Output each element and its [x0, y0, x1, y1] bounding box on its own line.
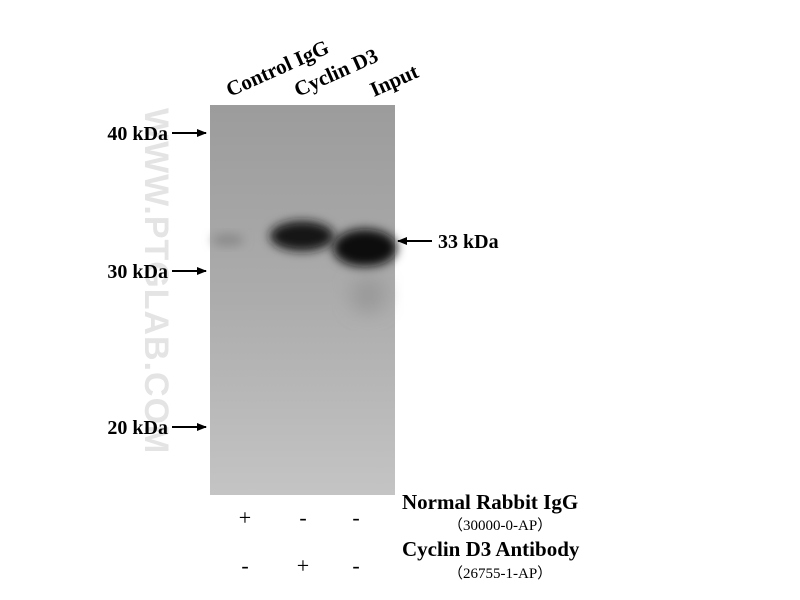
condition-name: Cyclin D3 Antibody [402, 537, 580, 561]
band-label: 33 kDa [438, 231, 499, 253]
marker-label: 20 kDa [107, 417, 168, 439]
sign: - [352, 553, 359, 578]
sign: - [352, 505, 359, 530]
faint-band [212, 234, 244, 246]
band [333, 229, 397, 267]
marker-label: 30 kDa [107, 261, 168, 283]
sign: + [297, 553, 309, 578]
sign: - [299, 505, 306, 530]
catalog-number: （30000-0-AP） [448, 517, 552, 534]
band [270, 221, 334, 251]
sign: - [241, 553, 248, 578]
catalog-number: （26755-1-AP） [448, 565, 552, 582]
marker-label: 40 kDa [107, 123, 168, 145]
smear [350, 277, 386, 313]
blot [210, 105, 397, 495]
watermark: WWW.PTGLAB.COM [137, 108, 175, 454]
condition-name: Normal Rabbit IgG [402, 490, 578, 514]
sign: + [239, 505, 251, 530]
